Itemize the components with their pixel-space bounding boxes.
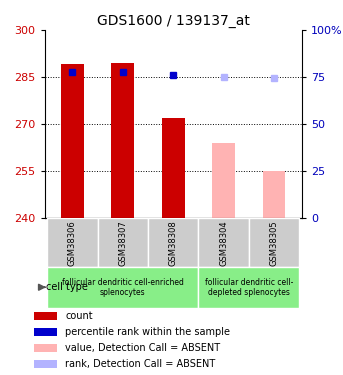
Text: follicular dendritic cell-
depleted splenocytes: follicular dendritic cell- depleted sple… [205,278,293,297]
Text: count: count [65,310,93,321]
Bar [212,142,235,218]
Bar [34,328,57,336]
Text: percentile rank within the sample: percentile rank within the sample [65,327,230,337]
Text: follicular dendritic cell-enriched
splenocytes: follicular dendritic cell-enriched splen… [62,278,184,297]
Bar [97,217,148,267]
Bar [199,217,249,267]
Bar [199,267,299,308]
Title: GDS1600 / 139137_at: GDS1600 / 139137_at [97,13,250,28]
Text: rank, Detection Call = ABSENT: rank, Detection Call = ABSENT [65,359,215,369]
Text: GSM38305: GSM38305 [270,220,279,266]
Bar [249,217,299,267]
Text: GSM38307: GSM38307 [118,220,127,266]
Bar [148,217,199,267]
Text: cell type: cell type [46,282,87,292]
Bar [263,171,285,217]
Bar [34,360,57,368]
Text: GSM38306: GSM38306 [68,220,77,266]
Bar [162,117,185,218]
Text: GSM38308: GSM38308 [169,220,178,266]
Bar [47,267,199,308]
Bar [34,312,57,320]
Text: value, Detection Call = ABSENT: value, Detection Call = ABSENT [65,343,220,353]
Text: GSM38304: GSM38304 [219,220,228,266]
Bar [47,217,97,267]
Bar [111,63,134,217]
Bar [61,64,84,218]
Bar [34,344,57,352]
